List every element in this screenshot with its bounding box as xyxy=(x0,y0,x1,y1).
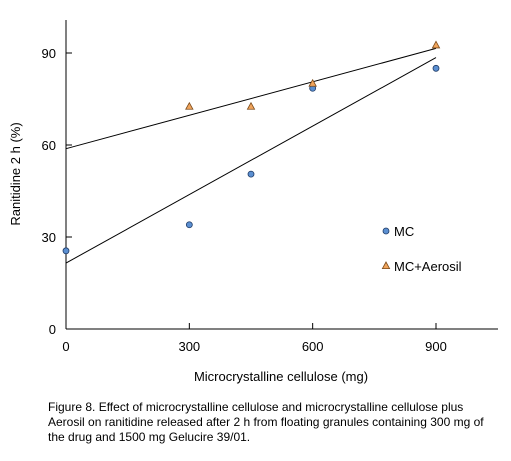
mc-point xyxy=(185,221,193,229)
legend-label-mc: MC xyxy=(394,224,414,239)
mc-point xyxy=(247,170,255,178)
trendlines xyxy=(65,47,437,264)
data-points xyxy=(62,40,441,255)
x-tick-label: 300 xyxy=(178,339,200,354)
mc-point xyxy=(62,247,70,255)
y-tick-label: 60 xyxy=(42,138,56,153)
mc-aerosil-trendline xyxy=(65,47,437,150)
figure-caption: Figure 8. Effect of microcrystalline cel… xyxy=(48,400,484,444)
x-tick-label: 900 xyxy=(425,339,447,354)
y-tick-label: 30 xyxy=(42,230,56,245)
mc-aerosil-point xyxy=(185,101,194,110)
legend-label-mc-aerosil: MC+Aerosil xyxy=(394,259,462,274)
mc-aerosil-point xyxy=(246,101,256,110)
mc-trendline xyxy=(65,57,437,264)
x-tick-label: 0 xyxy=(62,339,69,354)
mc-aerosil-point xyxy=(431,40,441,49)
mc-point xyxy=(432,64,440,72)
legend: MC MC+Aerosil xyxy=(381,224,462,274)
y-tick-label: 90 xyxy=(42,46,56,61)
mc-aerosil-point xyxy=(308,78,317,87)
x-tick-label: 600 xyxy=(302,339,324,354)
x-axis-label: Microcrystalline cellulose (mg) xyxy=(194,369,368,384)
y-tick-label: 0 xyxy=(49,322,56,337)
legend-marker-mc-aerosil xyxy=(381,261,391,270)
legend-marker-mc xyxy=(382,227,390,235)
y-axis-label: Ranitidine 2 h (%) xyxy=(8,122,23,225)
